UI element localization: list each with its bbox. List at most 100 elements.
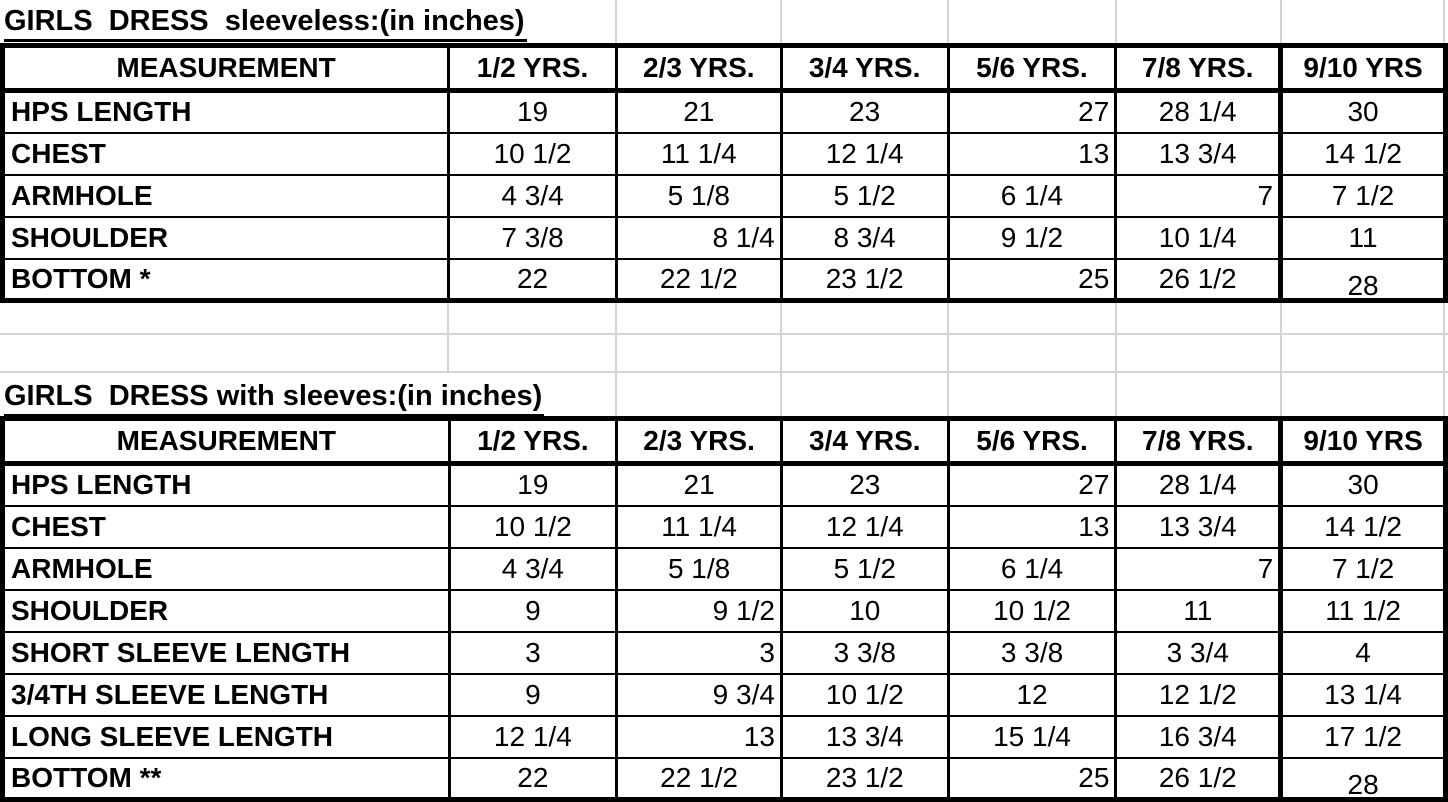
table-row: SHOULDER 7 3/8 8 1/4 8 3/4 9 1/2 10 1/4 11 (0, 215, 1447, 260)
value-cell: 9 1/2 (946, 215, 1118, 260)
table-row: ARMHOLE 4 3/4 5 1/8 5 1/2 6 1/4 7 7 1/2 (0, 173, 1447, 218)
value-cell: 10 1/2 (447, 131, 618, 176)
value-cell: 9 (447, 672, 619, 717)
value-cell: 3 (447, 630, 619, 675)
size-column-header: 5/6 YRS. (946, 416, 1118, 466)
value-cell: 3 3/4 (1114, 630, 1283, 675)
measurement-label-cell: CHEST (0, 131, 451, 176)
gridline-vertical (615, 302, 617, 416)
size-column-header: 3/4 YRS. (779, 416, 950, 466)
table-row: SHOULDER 9 9 1/2 10 10 1/2 11 11 1/2 (1, 588, 1447, 633)
value-cell: 11 1/4 (614, 131, 783, 176)
size-column-header: 5/6 YRS. (946, 43, 1118, 93)
value-cell: 3 3/8 (946, 630, 1118, 675)
value-cell: 17 1/2 (1278, 714, 1447, 759)
gridline-horizontal (0, 333, 1448, 335)
value-cell: 13 (946, 131, 1118, 176)
measurement-label-cell: 3/4TH SLEEVE LENGTH (1, 672, 451, 717)
value-cell: 10 1/4 (1114, 215, 1283, 260)
gridline-vertical (1280, 302, 1282, 416)
lowered-value: 28 (1347, 768, 1379, 800)
value-cell: 28 1/4 (1114, 462, 1283, 507)
gridline-vertical (615, 0, 617, 43)
value-cell: 7 (1114, 173, 1283, 218)
measurement-column-header: MEASUREMENT (1, 416, 451, 466)
value-cell: 3 3/8 (779, 630, 950, 675)
measurement-label-cell: CHEST (1, 504, 451, 549)
value-cell: 28 (1278, 756, 1447, 801)
value-cell: 7 3/8 (447, 215, 618, 260)
gridline-vertical (780, 302, 782, 416)
measurement-label-cell: LONG SLEEVE LENGTH (1, 714, 451, 759)
gridline-vertical (1443, 0, 1445, 43)
table-row: HPS LENGTH 19 21 23 27 28 1/4 30 (1, 462, 1447, 507)
value-cell: 19 (447, 89, 618, 134)
value-cell: 30 (1278, 462, 1447, 507)
value-cell: 30 (1278, 89, 1447, 134)
value-cell: 12 1/4 (779, 131, 950, 176)
value-cell: 11 (1114, 588, 1283, 633)
value-cell: 15 1/4 (946, 714, 1118, 759)
table-row: BOTTOM * 22 22 1/2 23 1/2 25 26 1/2 28 (0, 257, 1447, 302)
gridline-vertical (947, 0, 949, 43)
table-row: ARMHOLE 4 3/4 5 1/8 5 1/2 6 1/4 7 7 1/2 (1, 546, 1447, 591)
measurement-column-header: MEASUREMENT (0, 43, 451, 93)
value-cell: 4 3/4 (447, 173, 618, 218)
value-cell: 10 1/2 (447, 504, 619, 549)
measurement-label-cell: SHOULDER (1, 588, 451, 633)
value-cell: 13 1/4 (1278, 672, 1447, 717)
value-cell: 10 1/2 (946, 588, 1118, 633)
size-column-header: 9/10 YRS (1278, 416, 1447, 466)
measurement-label-cell: HPS LENGTH (1, 462, 451, 507)
value-cell: 13 3/4 (1114, 504, 1283, 549)
gridline-vertical (947, 302, 949, 416)
table-row: SHORT SLEEVE LENGTH 3 3 3 3/8 3 3/8 3 3/4 4 (1, 630, 1447, 675)
value-cell: 27 (946, 89, 1118, 134)
value-cell: 27 (946, 462, 1118, 507)
table-row: 3/4TH SLEEVE LENGTH 9 9 3/4 10 1/2 12 12 1/2 1… (1, 672, 1447, 717)
table-row: CHEST 10 1/2 11 1/4 12 1/4 13 13 3/4 14 1/2 (1, 504, 1447, 549)
measurement-label-cell: ARMHOLE (0, 173, 451, 218)
value-cell: 7 1/2 (1278, 546, 1447, 591)
size-column-header: 2/3 YRS. (615, 416, 783, 466)
lowered-value: 28 (1347, 269, 1379, 301)
value-cell: 10 1/2 (779, 672, 950, 717)
table-title-with-sleeves: GIRLS DRESS with sleeves:(in inches) (4, 379, 545, 417)
value-cell: 26 1/2 (1114, 756, 1283, 801)
size-column-header: 7/8 YRS. (1114, 43, 1283, 93)
value-cell: 4 3/4 (447, 546, 619, 591)
value-cell: 8 1/4 (614, 215, 783, 260)
size-column-header: 2/3 YRS. (614, 43, 783, 93)
measurement-label-cell: BOTTOM ** (1, 756, 451, 801)
size-column-header: 7/8 YRS. (1114, 416, 1283, 466)
value-cell: 11 1/2 (1278, 588, 1447, 633)
header-row: MEASUREMENT 1/2 YRS. 2/3 YRS. 3/4 YRS. 5/6 Y… (0, 43, 1447, 93)
value-cell: 22 1/2 (615, 756, 783, 801)
value-cell: 22 (447, 257, 618, 302)
value-cell: 13 (615, 714, 783, 759)
value-cell: 14 1/2 (1278, 504, 1447, 549)
value-cell: 16 3/4 (1114, 714, 1283, 759)
value-cell: 12 1/4 (779, 504, 950, 549)
value-cell: 9 1/2 (615, 588, 783, 633)
value-cell: 5 1/2 (779, 173, 950, 218)
value-cell: 23 (779, 462, 950, 507)
value-cell: 14 1/2 (1278, 131, 1447, 176)
table-row: LONG SLEEVE LENGTH 12 1/4 13 13 3/4 15 1/4 16… (1, 714, 1447, 759)
measurement-label-cell: SHORT SLEEVE LENGTH (1, 630, 451, 675)
value-cell: 22 1/2 (614, 257, 783, 302)
value-cell: 3 (615, 630, 783, 675)
gridline-vertical (1115, 0, 1117, 43)
value-cell: 12 (946, 672, 1118, 717)
size-column-header: 1/2 YRS. (447, 43, 618, 93)
table-row: BOTTOM ** 22 22 1/2 23 1/2 25 26 1/2 28 (1, 756, 1447, 801)
value-cell: 6 1/4 (946, 546, 1118, 591)
value-cell: 12 1/4 (447, 714, 619, 759)
value-cell: 12 1/2 (1114, 672, 1283, 717)
value-cell: 23 1/2 (779, 257, 950, 302)
measurement-label-cell: SHOULDER (0, 215, 451, 260)
value-cell: 28 1/4 (1114, 89, 1283, 134)
measurement-label-cell: ARMHOLE (1, 546, 451, 591)
gridline-vertical (1115, 302, 1117, 416)
